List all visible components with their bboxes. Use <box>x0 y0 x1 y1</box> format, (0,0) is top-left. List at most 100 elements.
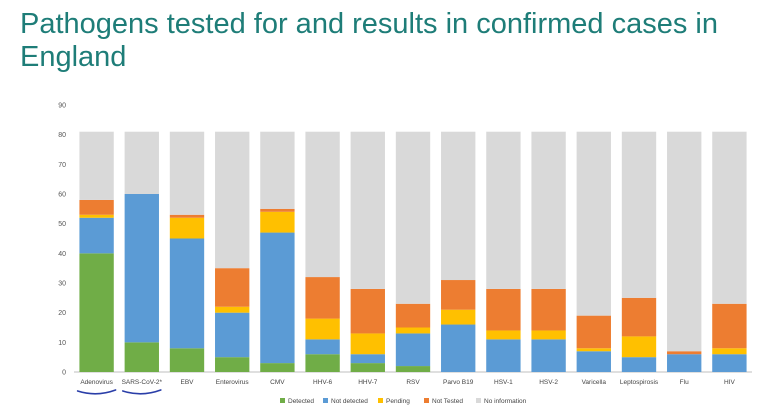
bar-segment <box>712 303 747 349</box>
bar-segment <box>441 131 476 281</box>
bar-segment <box>260 363 295 372</box>
bar-segment <box>169 214 205 218</box>
legend-swatch <box>280 398 285 403</box>
legend-swatch <box>424 398 429 403</box>
handwritten-underline <box>122 389 162 395</box>
bar-stack <box>260 131 295 372</box>
bar-segment <box>576 351 611 372</box>
bar-segment <box>124 194 159 343</box>
bar-segment <box>124 131 159 194</box>
bar-segment <box>169 131 205 215</box>
legend-label: Not detected <box>331 398 368 405</box>
slide-title: Pathogens tested for and results in conf… <box>20 8 718 73</box>
handwritten-underline <box>76 389 117 395</box>
bar-segment <box>395 366 431 372</box>
bar-segment <box>79 199 114 215</box>
bar-stack <box>79 131 114 372</box>
x-category-label: EBV <box>180 379 194 386</box>
bar-segment <box>395 303 431 328</box>
bar-segment <box>395 131 431 304</box>
bar-segment <box>215 131 250 269</box>
bar-segment <box>169 348 205 372</box>
bar-segment <box>441 280 476 310</box>
legend-item: No information <box>476 398 527 405</box>
legend-swatch <box>378 398 383 403</box>
bar-segment <box>395 327 431 334</box>
bar-segment <box>305 131 340 278</box>
bar-segment <box>169 217 205 239</box>
bar-segment <box>215 312 250 358</box>
x-category-label: HHV-7 <box>358 379 378 386</box>
bar-segment <box>712 131 747 304</box>
bar-segment <box>215 357 250 372</box>
bar-segment <box>350 333 385 355</box>
bar-segment <box>531 288 566 331</box>
x-category-label: Leptospirosis <box>620 379 659 386</box>
bar-segment <box>260 131 295 209</box>
legend-item: Not detected <box>323 398 368 405</box>
x-category-label: Enterovirus <box>216 379 250 386</box>
legend-label: No information <box>484 398 527 405</box>
bar-segment <box>486 330 521 340</box>
bar-segment <box>621 357 657 372</box>
bar-segment <box>124 342 159 372</box>
y-tick-label: 80 <box>58 132 66 139</box>
bar-stack <box>621 131 657 372</box>
bar-segment <box>169 238 205 349</box>
bar-segment <box>531 131 566 289</box>
bar-segment <box>215 268 250 307</box>
bar-segment <box>621 336 657 358</box>
bar-stack <box>531 131 566 372</box>
bar-stack <box>576 131 611 372</box>
legend-item: Detected <box>280 398 314 405</box>
x-category-label: HSV-1 <box>494 379 513 386</box>
bar-segment <box>79 214 114 218</box>
bar-segment <box>260 211 295 233</box>
y-axis: 0 10 20 30 40 50 60 70 80 90 <box>58 103 66 377</box>
y-tick-label: 20 <box>58 310 66 317</box>
bar-segment <box>79 131 114 200</box>
bar-segment <box>305 318 340 340</box>
legend-label: Pending <box>386 398 410 405</box>
legend-swatch <box>476 398 481 403</box>
x-category-label: Flu <box>680 379 689 386</box>
x-category-label: Parvo B19 <box>443 379 474 386</box>
bar-stack <box>667 131 702 372</box>
bar-segment <box>486 339 521 372</box>
bars <box>79 131 747 372</box>
bar-segment <box>712 354 747 372</box>
x-category-label: HSV-2 <box>539 379 558 386</box>
bar-segment <box>576 315 611 349</box>
bar-segment <box>621 131 657 298</box>
bar-segment <box>621 297 657 337</box>
bar-segment <box>79 217 114 254</box>
x-category-label: SARS-CoV-2* <box>122 379 163 386</box>
x-category-label: CMV <box>270 379 285 386</box>
bar-segment <box>667 131 702 352</box>
y-tick-label: 40 <box>58 251 66 258</box>
legend-item: Not Tested <box>424 398 463 405</box>
bar-segment <box>441 324 476 372</box>
bar-stack <box>169 131 205 372</box>
y-tick-label: 60 <box>58 192 66 199</box>
y-tick-label: 70 <box>58 162 66 169</box>
bar-segment <box>79 253 114 372</box>
bar-segment <box>395 333 431 367</box>
bar-segment <box>305 354 340 372</box>
legend-label: Not Tested <box>432 398 463 405</box>
bar-segment <box>486 131 521 289</box>
bar-stack <box>486 131 521 372</box>
bar-segment <box>531 330 566 340</box>
bar-stack <box>215 131 250 372</box>
x-category-label: RSV <box>406 379 420 386</box>
legend-item: Pending <box>378 398 410 405</box>
bar-segment <box>350 363 385 372</box>
bar-segment <box>667 351 702 355</box>
y-tick-label: 10 <box>58 340 66 347</box>
bar-segment <box>260 232 295 364</box>
bar-stack <box>395 131 431 372</box>
legend-swatch <box>323 398 328 403</box>
bar-stack <box>305 131 340 372</box>
bar-segment <box>350 131 385 289</box>
